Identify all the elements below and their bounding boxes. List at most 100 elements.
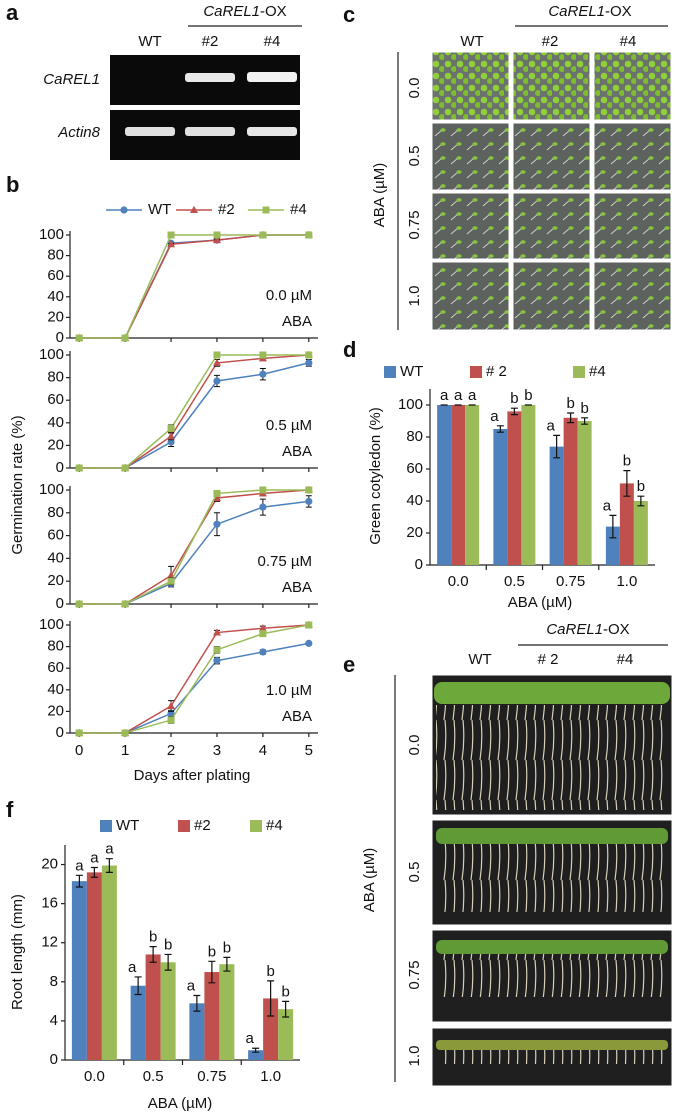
plate-photo — [593, 192, 672, 260]
panel-label: d — [343, 337, 356, 362]
x-tick-label: 0.5 — [143, 1068, 164, 1085]
bar — [451, 405, 466, 565]
x-tick-label: 0 — [75, 742, 83, 759]
x-tick-label: 1.0 — [260, 1068, 281, 1085]
marker — [305, 359, 313, 367]
significance-letter: b — [637, 478, 645, 495]
significance-letter: b — [566, 395, 574, 412]
roots — [440, 1048, 666, 1064]
significance-letter: a — [603, 497, 612, 514]
plate-photo — [512, 192, 591, 260]
plate-photo — [512, 261, 591, 331]
significance-letter: a — [75, 857, 84, 874]
marker — [213, 489, 221, 497]
marker — [213, 520, 221, 528]
gene-name: CaREL1 — [546, 621, 603, 638]
x-tick-label: 5 — [305, 742, 313, 759]
significance-letter: a — [440, 387, 449, 404]
error-bar — [252, 1047, 260, 1053]
series-line — [79, 489, 309, 605]
error-bar — [637, 495, 645, 507]
genotype-label: CaREL1-OX — [203, 3, 286, 20]
row-label: 1.0 — [406, 286, 423, 307]
marker — [121, 334, 129, 342]
y-tick-label: 80 — [406, 428, 423, 445]
y-tick-label: 100 — [39, 226, 64, 243]
x-tick-label: 0.0 — [84, 1068, 105, 1085]
bar — [507, 411, 522, 565]
genotype-label: CaREL1-OX — [548, 3, 631, 20]
column-label: #4 — [617, 651, 634, 668]
marker — [212, 235, 221, 244]
significance-letter: a — [187, 977, 196, 994]
marker — [259, 231, 267, 239]
y-tick-label: 4 — [50, 1012, 58, 1029]
marker — [213, 231, 221, 239]
marker — [75, 729, 83, 737]
error-bar — [193, 994, 201, 1012]
row-label: 0.0 — [406, 735, 423, 756]
y-tick-label: 20 — [47, 702, 64, 719]
row-label: 0.5 — [406, 862, 423, 883]
significance-letter: b — [208, 943, 216, 960]
gel-band — [185, 127, 235, 136]
y-tick-label: 100 — [39, 616, 64, 633]
marker — [75, 334, 83, 342]
y-tick-label: 60 — [47, 267, 64, 284]
bar — [605, 526, 620, 565]
annotation: 0.75 µM — [258, 553, 313, 570]
marker — [259, 630, 267, 638]
marker — [259, 370, 267, 378]
legend-label: #4 — [266, 817, 283, 834]
error-bar — [623, 470, 631, 497]
error-bar — [149, 946, 157, 963]
panel-label: c — [343, 2, 355, 27]
plate-photo — [431, 192, 510, 260]
error-bar — [609, 514, 617, 539]
marker — [212, 493, 221, 501]
annotation: 1.0 µM — [266, 682, 312, 699]
suffix: -OX — [605, 3, 632, 20]
series-line — [79, 624, 309, 734]
x-tick-label: 4 — [259, 742, 267, 759]
bar — [633, 501, 648, 565]
legend-label: # 2 — [486, 363, 507, 380]
legend-swatch — [250, 820, 262, 832]
bar — [577, 421, 592, 565]
bar — [86, 872, 102, 1060]
error-bar — [581, 417, 589, 425]
row-label: 0.75 — [406, 960, 423, 989]
plate-photo — [593, 122, 672, 191]
significance-letter: b — [266, 963, 274, 980]
lane-label: WT — [138, 33, 161, 50]
y-tick-label: 12 — [41, 934, 58, 951]
marker — [121, 729, 129, 737]
legend-swatch — [100, 820, 112, 832]
y-tick-label: 8 — [50, 973, 58, 990]
gene-row-label: CaREL1 — [43, 71, 100, 88]
bar — [278, 1009, 294, 1060]
y-tick-label: 20 — [47, 572, 64, 589]
marker — [167, 577, 175, 585]
y-tick-label: 40 — [47, 681, 64, 698]
row-label: 0.5 — [406, 146, 423, 167]
column-label: WT — [468, 651, 491, 668]
marker — [259, 351, 267, 359]
gene-name: CaREL1 — [203, 3, 260, 20]
legend-swatch — [384, 366, 396, 378]
legend-marker — [120, 206, 128, 214]
gene-row-label: Actin8 — [57, 124, 100, 141]
marker — [305, 497, 313, 505]
series-line — [79, 489, 309, 605]
series-line — [79, 362, 309, 469]
y-tick-label: 0 — [415, 556, 423, 573]
series-line — [79, 234, 309, 339]
significance-letter: b — [223, 939, 231, 956]
significance-letter: b — [524, 387, 532, 404]
column-label: #4 — [620, 33, 637, 50]
x-tick-label: 1 — [121, 742, 129, 759]
x-tick-label: 3 — [213, 742, 221, 759]
axis-label: ABA (µM) — [361, 848, 378, 912]
marker — [213, 351, 221, 359]
